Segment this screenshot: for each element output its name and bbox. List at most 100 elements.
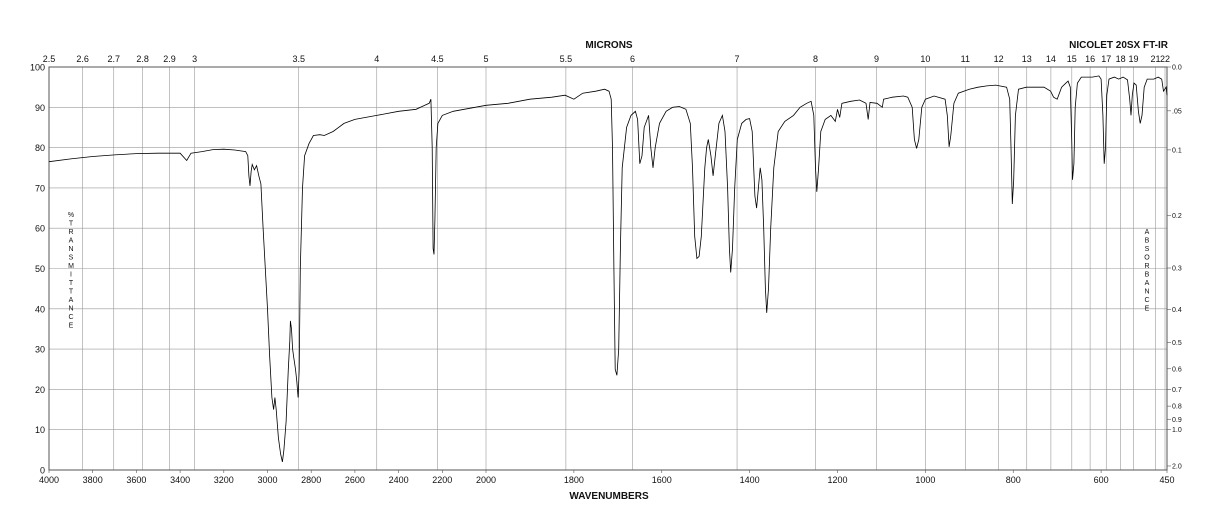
right-label-char: R (1144, 263, 1149, 270)
left-label-char: A (69, 237, 74, 244)
y-tick-label: 30 (35, 345, 45, 355)
left-label-char: S (69, 254, 74, 261)
micron-tick-label: 18 (1116, 54, 1126, 64)
x-tick-label: 4000 (39, 475, 59, 485)
micron-tick-label: 2.6 (76, 54, 89, 64)
x-tick-label: 450 (1159, 475, 1174, 485)
absorbance-tick-label: 0.2 (1172, 213, 1182, 220)
micron-tick-label: 7 (735, 54, 740, 64)
spectrum-line (48, 75, 1168, 462)
top-axis-label: MICRONS (585, 40, 633, 51)
micron-tick-label: 14 (1046, 54, 1056, 64)
x-tick-label: 1600 (652, 475, 672, 485)
y-tick-label: 40 (35, 304, 45, 314)
micron-tick-label: 3 (192, 54, 197, 64)
left-label-char: T (69, 220, 74, 227)
absorbance-tick-label: 0.0 (1172, 65, 1182, 72)
left-label-char: A (69, 297, 74, 304)
absorbance-tick-label: 0.8 (1172, 404, 1182, 411)
right-label-char: B (1145, 271, 1150, 278)
y-tick-label: 10 (35, 425, 45, 435)
y-tick-label: 60 (35, 224, 45, 234)
micron-tick-label: 21 (1150, 54, 1160, 64)
x-tick-label: 2200 (432, 475, 452, 485)
left-label-char: T (69, 288, 74, 295)
absorbance-tick-label: 0.1 (1172, 147, 1182, 154)
y-tick-label: 0 (40, 466, 45, 476)
left-label-char: R (68, 229, 73, 236)
right-label-char: S (1145, 246, 1150, 253)
x-tick-label: 2400 (389, 475, 409, 485)
x-tick-label: 600 (1094, 475, 1109, 485)
micron-tick-label: 4 (374, 54, 379, 64)
micron-tick-label: 15 (1067, 54, 1077, 64)
absorbance-tick-label: 0.6 (1172, 366, 1182, 373)
y-tick-label: 80 (35, 143, 45, 153)
plot-frame (48, 66, 1168, 471)
micron-tick-label: 19 (1128, 54, 1138, 64)
micron-tick-label: 6 (630, 54, 635, 64)
absorbance-tick-label: 0.7 (1172, 387, 1182, 394)
x-tick-label: 1400 (740, 475, 760, 485)
micron-tick-label: 22 (1160, 54, 1170, 64)
right-label-char: N (1144, 288, 1149, 295)
left-label-char: % (68, 212, 74, 219)
grid (48, 66, 1167, 471)
y-tick-label: 70 (35, 183, 45, 193)
right-label-char: A (1145, 280, 1150, 287)
micron-tick-label: 12 (994, 54, 1004, 64)
left-label-char: T (69, 280, 74, 287)
micron-tick-label: 9 (874, 54, 879, 64)
micron-tick-label: 2.9 (163, 54, 176, 64)
micron-tick-label: 2.5 (43, 54, 56, 64)
chart-title: NICOLET 20SX FT-IR (1069, 40, 1169, 51)
micron-tick-label: 4.5 (431, 54, 444, 64)
micron-tick-label: 16 (1085, 54, 1095, 64)
right-label-char: B (1145, 237, 1150, 244)
micron-tick-label: 11 (961, 54, 970, 64)
x-tick-label: 3200 (214, 475, 234, 485)
x-tick-label: 3400 (170, 475, 190, 485)
left-label-char: N (68, 305, 73, 312)
x-tick-label: 800 (1006, 475, 1021, 485)
absorbance-tick-label: .05 (1172, 108, 1182, 115)
micron-tick-label: 13 (1022, 54, 1032, 64)
right-label-char: C (1144, 297, 1149, 304)
y-tick-label: 20 (35, 385, 45, 395)
y-tick-label: 100 (30, 63, 45, 73)
right-label-char: A (1145, 229, 1150, 236)
left-label-char: C (68, 314, 73, 321)
x-tick-label: 1000 (915, 475, 935, 485)
left-label-char: M (68, 263, 74, 270)
left-label-char: N (68, 246, 73, 253)
x-tick-label: 3600 (126, 475, 146, 485)
x-tick-label: 1800 (564, 475, 584, 485)
x-tick-label: 2800 (301, 475, 321, 485)
x-tick-label: 2600 (345, 475, 365, 485)
absorbance-tick-label: 0.9 (1172, 417, 1182, 424)
micron-tick-label: 2.7 (107, 54, 120, 64)
micron-tick-label: 17 (1101, 54, 1111, 64)
micron-tick-label: 8 (813, 54, 818, 64)
y-tick-label: 90 (35, 103, 45, 113)
y-tick-label: 50 (35, 264, 45, 274)
absorbance-tick-label: 0.3 (1172, 266, 1182, 273)
absorbance-tick-label: 0.4 (1172, 307, 1182, 314)
x-axis-label: WAVENUMBERS (569, 491, 649, 502)
micron-tick-label: 3.5 (292, 54, 305, 64)
absorbance-tick-label: 2.0 (1172, 463, 1182, 470)
micron-tick-label: 5.5 (560, 54, 573, 64)
micron-tick-label: 5 (483, 54, 488, 64)
absorbance-tick-label: 0.5 (1172, 340, 1182, 347)
absorbance-tick-label: 1.0 (1172, 427, 1182, 434)
x-tick-label: 3800 (83, 475, 103, 485)
left-label-char: I (70, 271, 72, 278)
x-tick-label: 3000 (257, 475, 277, 485)
x-tick-label: 1200 (827, 475, 847, 485)
right-label-char: O (1144, 254, 1150, 261)
micron-tick-label: 10 (920, 54, 930, 64)
